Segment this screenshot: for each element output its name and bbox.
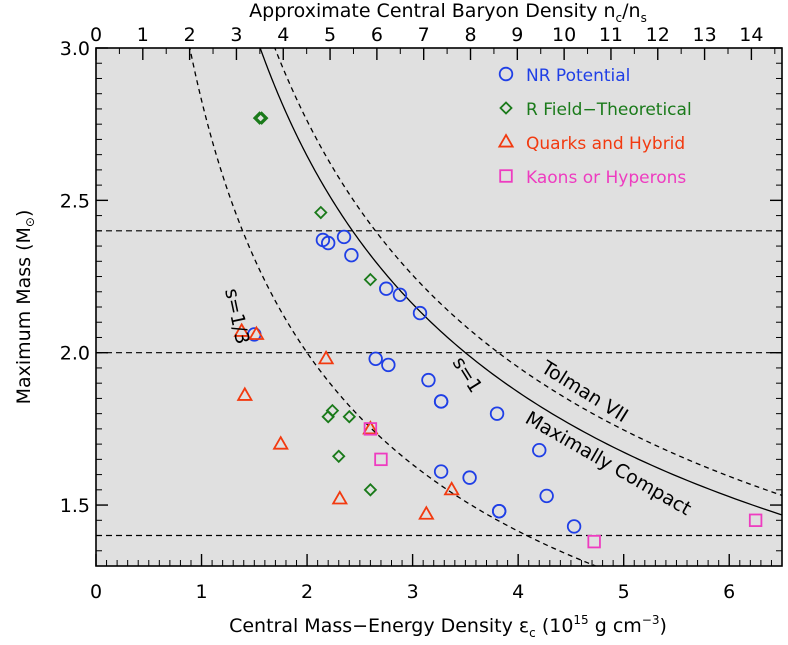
- point-triangle-8: [443, 481, 460, 496]
- top-axis-title-mid: /n: [622, 0, 640, 22]
- point-circle-20: [566, 519, 582, 534]
- y-axis-title-main: Maximum Mass (M: [13, 227, 35, 404]
- top-tick-label-1: 1: [137, 24, 149, 46]
- point-diamond-3: [363, 272, 378, 287]
- point-square-3: [748, 513, 763, 527]
- top-tick-label-14: 14: [739, 24, 763, 46]
- x-tick-label-0: 0: [90, 581, 102, 603]
- x-tick-label-5: 5: [618, 581, 630, 603]
- legend-label-diamond: R Field−Theoretical: [526, 100, 692, 120]
- top-tick-label-5: 5: [324, 24, 336, 46]
- point-circle-14: [532, 443, 547, 458]
- point-circle-5: [379, 281, 394, 296]
- point-circle-18: [491, 503, 507, 519]
- top-axis-title-sub-c: c: [616, 11, 623, 25]
- x-tick-label-1: 1: [195, 581, 207, 603]
- plot-background: [96, 48, 782, 566]
- y-axis-title: Maximum Mass (M⊙): [13, 210, 37, 405]
- point-diamond-0: [252, 111, 267, 125]
- legend-label-circle: NR Potential: [526, 66, 630, 86]
- top-axis-title-main: Approximate Central Baryon Density n: [249, 0, 615, 22]
- x-axis-units-mid: g cm: [595, 615, 642, 637]
- x-tick-label-4: 4: [512, 581, 524, 603]
- top-tick-label-7: 7: [418, 24, 430, 46]
- point-circle-2: [320, 235, 336, 251]
- x-axis-units-exp: 15: [573, 613, 588, 627]
- point-circle-10: [421, 372, 436, 388]
- point-triangle-0: [233, 322, 250, 337]
- y-axis-title-sub: ⊙: [23, 217, 37, 227]
- point-circle-4: [344, 247, 359, 263]
- y-tick-label-1: 2.0: [60, 343, 90, 365]
- point-circle-3: [336, 229, 352, 245]
- point-square-2: [587, 534, 601, 549]
- top-tick-label-11: 11: [599, 24, 623, 46]
- top-tick-label-3: 3: [230, 24, 242, 46]
- point-triangle-3: [272, 435, 289, 450]
- point-circle-19: [539, 488, 554, 504]
- top-axis-title-sub-s: s: [641, 11, 647, 25]
- top-tick-label-4: 4: [277, 24, 289, 46]
- point-diamond-2: [314, 205, 328, 220]
- top-tick-label-8: 8: [464, 24, 476, 46]
- point-square-0: [363, 422, 378, 436]
- x-tick-label-3: 3: [407, 581, 419, 603]
- y-tick-label-3: 3.0: [60, 38, 90, 60]
- y-tick-label-2: 2.5: [60, 190, 90, 212]
- point-diamond-8: [363, 483, 378, 497]
- x-axis-units-post: ): [660, 615, 667, 637]
- point-triangle-2: [236, 386, 254, 401]
- point-square-1: [374, 452, 388, 467]
- point-diamond-6: [342, 409, 357, 424]
- legend-marker-triangle: [497, 133, 515, 148]
- top-tick-label-0: 0: [90, 24, 102, 46]
- point-triangle-4: [317, 349, 335, 365]
- top-tick-label-6: 6: [371, 24, 383, 46]
- legend-label-square: Kaons or Hyperons: [526, 168, 686, 188]
- top-tick-label-12: 12: [646, 24, 670, 46]
- point-circle-15: [433, 464, 449, 479]
- point-triangle-1: [248, 325, 265, 340]
- point-triangle-7: [418, 505, 435, 520]
- x-axis-title-main: Central Mass−Energy Density ε: [229, 615, 529, 637]
- top-tick-label-10: 10: [552, 24, 576, 46]
- point-triangle-5: [362, 420, 379, 435]
- x-axis-title: Central Mass−Energy Density εc (1015 g c…: [229, 613, 667, 640]
- legend-marker-square: [499, 169, 513, 183]
- curve-tolman-vii: [274, 48, 782, 497]
- point-triangle-6: [331, 490, 349, 505]
- x-axis-title-sub: c: [529, 626, 536, 640]
- point-diamond-5: [325, 403, 340, 418]
- top-tick-label-13: 13: [692, 24, 716, 46]
- legend: NR Potential R Field−Theoretical Quarks an…: [497, 66, 692, 188]
- point-diamond-7: [331, 449, 346, 464]
- x-axis-units-exp2: −3: [642, 613, 660, 627]
- x-tick-label-2: 2: [301, 581, 313, 603]
- x-axis-units-pre: (10: [542, 615, 574, 637]
- y-axis-title-post: ): [13, 210, 35, 217]
- y-tick-label-0: 1.5: [60, 495, 90, 517]
- point-circle-16: [462, 470, 477, 485]
- point-diamond-1: [254, 111, 269, 125]
- point-circle-6: [392, 287, 408, 303]
- x-tick-label-6: 6: [723, 581, 735, 603]
- top-axis-title: Approximate Central Baryon Density nc/ns: [249, 0, 647, 25]
- legend-label-triangle: Quarks and Hybrid: [526, 134, 685, 154]
- point-circle-13: [489, 406, 505, 421]
- point-circle-12: [433, 394, 449, 409]
- point-circle-9: [381, 357, 396, 373]
- top-tick-label-2: 2: [184, 24, 196, 46]
- point-circle-7: [412, 305, 428, 321]
- point-circle-8: [368, 351, 383, 367]
- legend-marker-circle: [498, 66, 514, 82]
- curve-s-one: [259, 48, 782, 516]
- top-tick-label-9: 9: [511, 24, 523, 46]
- legend-marker-diamond: [499, 101, 513, 115]
